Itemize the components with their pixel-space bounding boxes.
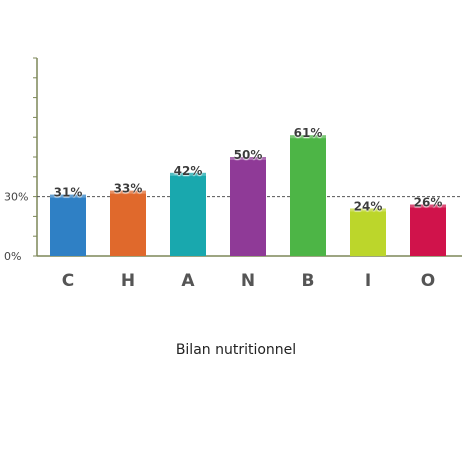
bar-highlight xyxy=(50,194,86,198)
value-label-i: 24% xyxy=(354,199,383,213)
y-tick-label: 30% xyxy=(4,191,28,204)
x-tick-label-i: I xyxy=(365,271,371,291)
x-tick-label-c: C xyxy=(62,271,74,291)
bar-o xyxy=(410,204,446,256)
bar-highlight xyxy=(350,208,386,212)
value-label-b: 61% xyxy=(294,126,323,140)
value-label-c: 31% xyxy=(54,186,83,200)
bar-highlight xyxy=(170,172,206,176)
bar-b xyxy=(290,135,326,256)
bar-highlight xyxy=(290,135,326,139)
bar-highlight xyxy=(410,204,446,208)
x-tick-label-b: B xyxy=(302,271,315,291)
bar-i xyxy=(350,208,386,256)
value-label-a: 42% xyxy=(174,164,203,178)
x-tick-label-o: O xyxy=(421,271,435,291)
y-tick-label: 0% xyxy=(4,250,21,263)
y-tick-labels-group: 0% 30% xyxy=(4,191,28,263)
bar-c xyxy=(50,194,86,256)
value-label-h: 33% xyxy=(114,182,143,196)
value-label-n: 50% xyxy=(234,148,263,162)
bar-highlight xyxy=(230,157,266,160)
bars-group xyxy=(50,135,446,256)
x-tick-label-n: N xyxy=(241,271,255,291)
x-tick-label-h: H xyxy=(121,271,135,291)
nutrition-bar-chart: 31% 33% 42% 50% 61% 24% 26% C H A N B I O 0% 30% xyxy=(4,57,462,291)
x-tick-label-a: A xyxy=(181,271,195,291)
bar-highlight xyxy=(110,190,146,194)
value-labels-group: 31% 33% 42% 50% 61% 24% 26% xyxy=(54,126,443,213)
bar-n xyxy=(230,157,266,256)
chart-caption: Bilan nutritionnel xyxy=(175,342,297,358)
value-label-o: 26% xyxy=(414,196,443,210)
bar-h xyxy=(110,190,146,256)
bar-a xyxy=(170,172,206,256)
